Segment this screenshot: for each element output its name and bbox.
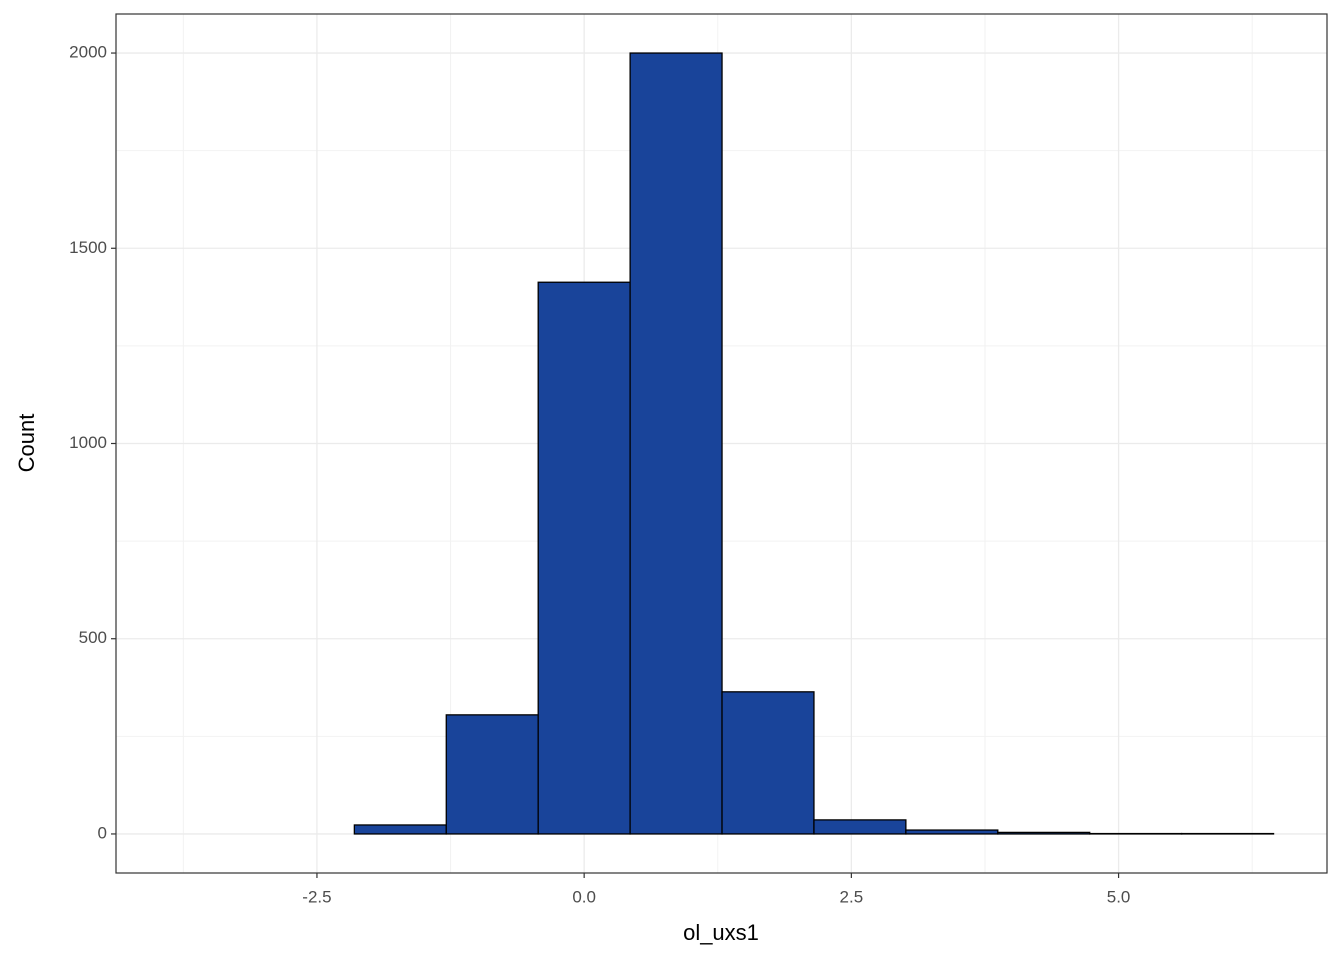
bar xyxy=(629,52,723,835)
y-tick-label: 0 xyxy=(98,823,107,842)
bar xyxy=(813,819,907,835)
bar xyxy=(721,691,815,835)
bar xyxy=(997,831,1091,835)
bar xyxy=(353,824,447,835)
x-tick-label: 5.0 xyxy=(1107,887,1131,906)
y-tick-label: 2000 xyxy=(69,43,107,62)
bars xyxy=(353,52,1275,835)
x-axis-title: ol_uxs1 xyxy=(683,920,759,945)
y-tick-label: 1500 xyxy=(69,238,107,257)
y-tick-label: 1000 xyxy=(69,433,107,452)
y-tick-label: 500 xyxy=(79,628,107,647)
x-tick-label: 0.0 xyxy=(572,887,596,906)
bar xyxy=(905,829,999,835)
bar xyxy=(537,281,631,835)
ticks: -2.5 0.0 2.5 5.0 0 500 1000 1500 2000 xyxy=(69,43,1130,907)
y-axis-title: Count xyxy=(14,414,39,473)
bar xyxy=(445,714,539,835)
x-tick-label: -2.5 xyxy=(302,887,331,906)
x-tick-label: 2.5 xyxy=(840,887,864,906)
